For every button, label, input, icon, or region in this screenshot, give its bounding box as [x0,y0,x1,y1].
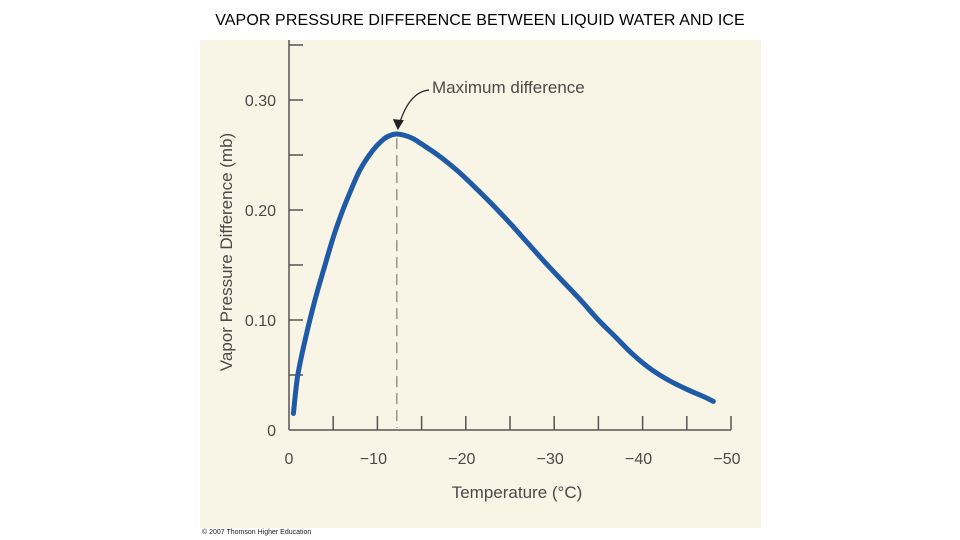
y-tick-label: 0.30 [245,93,276,110]
annotation-arrowhead [392,119,404,131]
y-tick-label: 0.10 [245,313,276,330]
x-tick-label: −10 [360,451,387,468]
tick-labels: 0 −10 −20 −30 −40 −50 0 0.10 0.20 0.30 [245,93,741,468]
x-tick-label: −20 [448,451,475,468]
annotation-arrow [397,89,430,130]
annotation-label: Maximum difference [432,78,585,97]
y-tick-label: 0 [267,423,276,440]
copyright-credit: © 2007 Thomson Higher Education [202,529,312,536]
x-tick-label: −50 [713,451,740,468]
y-tick-label: 0.20 [245,203,276,220]
x-tick-label: −40 [625,451,652,468]
x-axis-title: Temperature (°C) [452,483,583,502]
x-tick-label: −30 [537,451,564,468]
chart-figure: 0 −10 −20 −30 −40 −50 0 0.10 0.20 0.30 Maximum di… [200,40,761,528]
y-axis-title: Vapor Pressure Difference (mb) [217,133,236,371]
axis-ticks [289,44,732,430]
chart-svg: 0 −10 −20 −30 −40 −50 0 0.10 0.20 0.30 Maximum di… [217,40,741,502]
x-tick-label: 0 [285,451,294,468]
data-series-line [290,131,716,416]
slide-title: VAPOR PRESSURE DIFFERENCE BETWEEN LIQUID… [215,12,745,29]
